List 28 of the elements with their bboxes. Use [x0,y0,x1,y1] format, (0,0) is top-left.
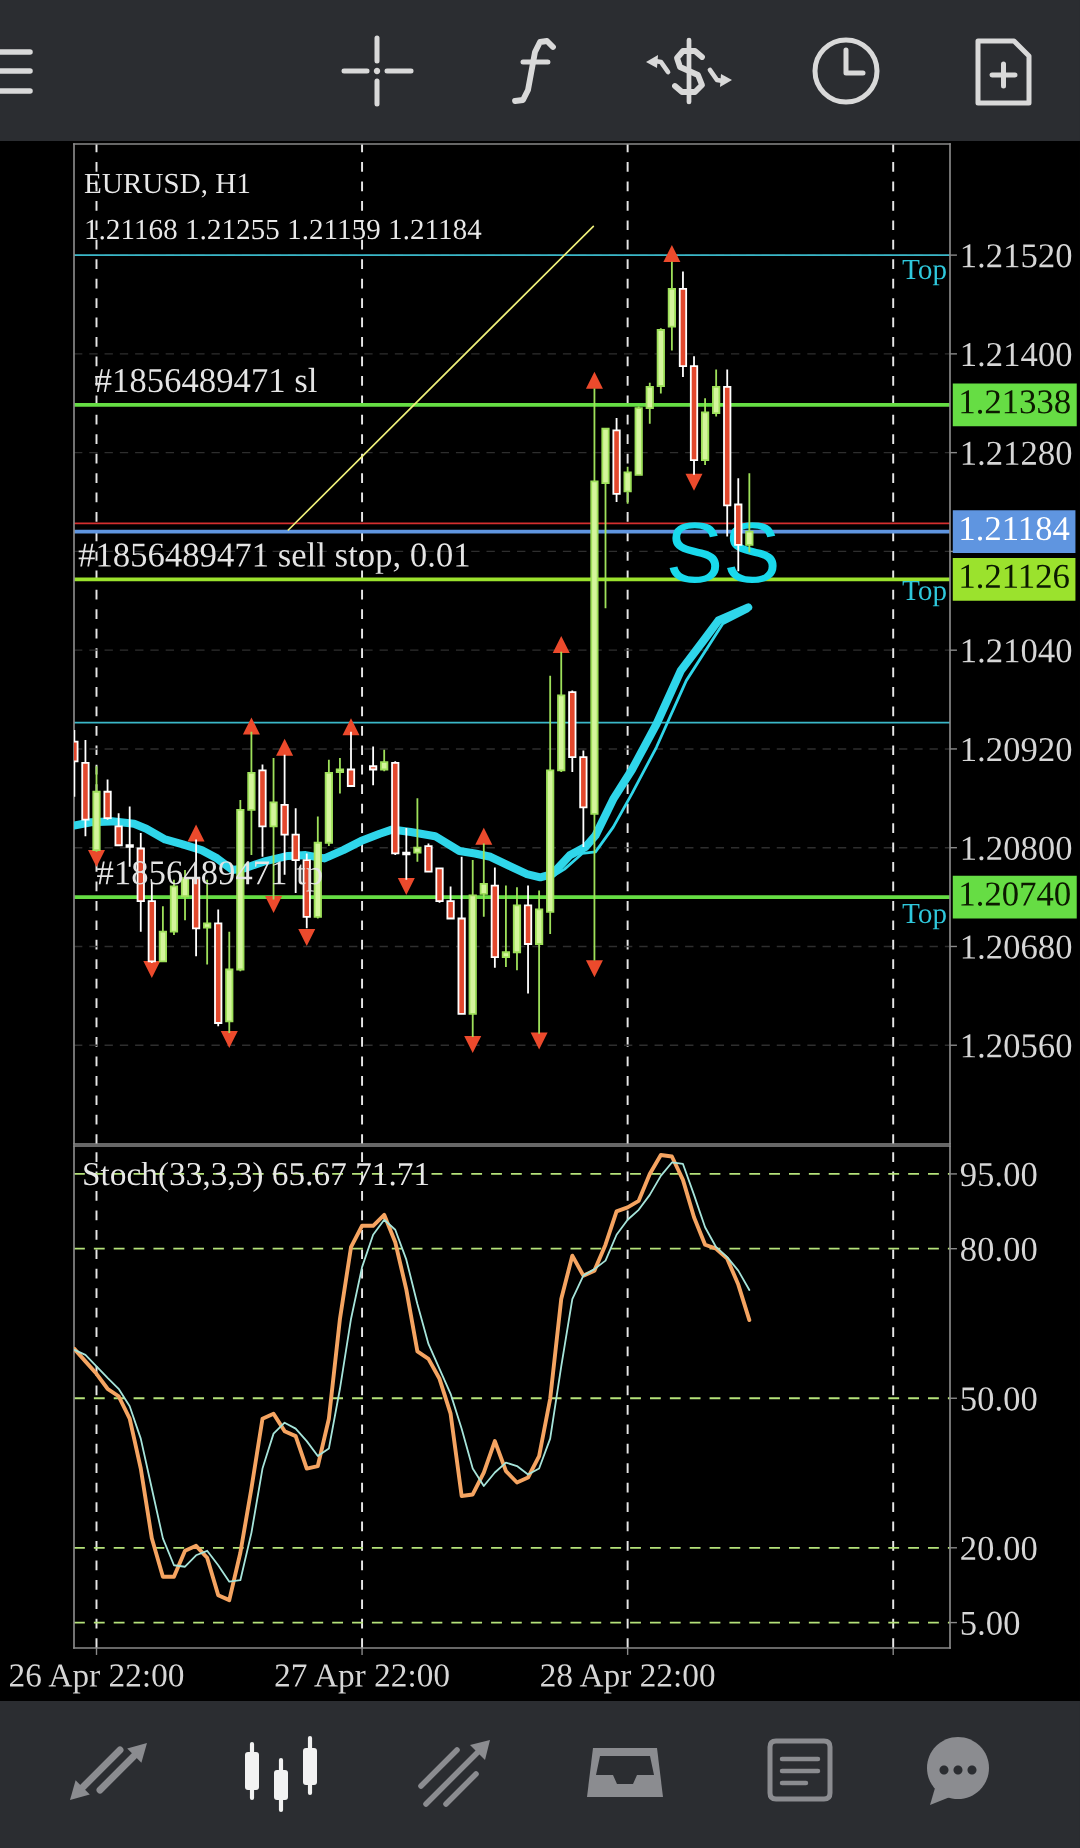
y-tick-label: 95.00 [960,1162,1037,1187]
y-tick-label: 1.21520 [962,244,1072,268]
annotation: #1856489471 sl [95,367,317,393]
x-tick-label: 28 Apr 22:00 [541,1664,715,1694]
x-tick-label: 26 Apr 22:00 [10,1664,184,1694]
y-tick-label: 1.21040 [962,639,1072,663]
ref-line-label: 1.21184 [961,516,1070,541]
y-tick-label: 1.20920 [962,737,1072,762]
ref-line-label: 1.21126 [961,564,1069,589]
y-tick-label: 80.00 [961,1237,1037,1262]
y-tick-label: 1.21280 [962,441,1072,466]
annotation: #1856489471 sell stop, 0.01 [78,542,469,574]
annotation: Top [902,580,946,607]
y-tick-label: 1.21400 [962,342,1072,367]
text: 1.21168 1.21255 1.21159 1.21184 [86,219,482,240]
annotation: Top [902,903,946,930]
x-tick-label: 27 Apr 22:00 [275,1664,449,1694]
y-tick-label: 1.20800 [962,836,1072,861]
chart-title: Stoch(33,3,3) 65.67 71.71 [84,1161,429,1193]
text: EURUSD, H1 [84,173,250,198]
annotation: Top [902,259,946,286]
y-tick-label: 5.00 [961,1611,1020,1636]
y-tick-label: 50.00 [961,1387,1037,1411]
y-tick-label: 1.20560 [962,1034,1072,1058]
y-tick-label: 20.00 [961,1536,1037,1561]
ref-line-label: 1.21338 [961,390,1070,414]
ref-line-label: 1.20740 [961,882,1070,906]
y-tick-label: 1.20680 [962,935,1072,960]
